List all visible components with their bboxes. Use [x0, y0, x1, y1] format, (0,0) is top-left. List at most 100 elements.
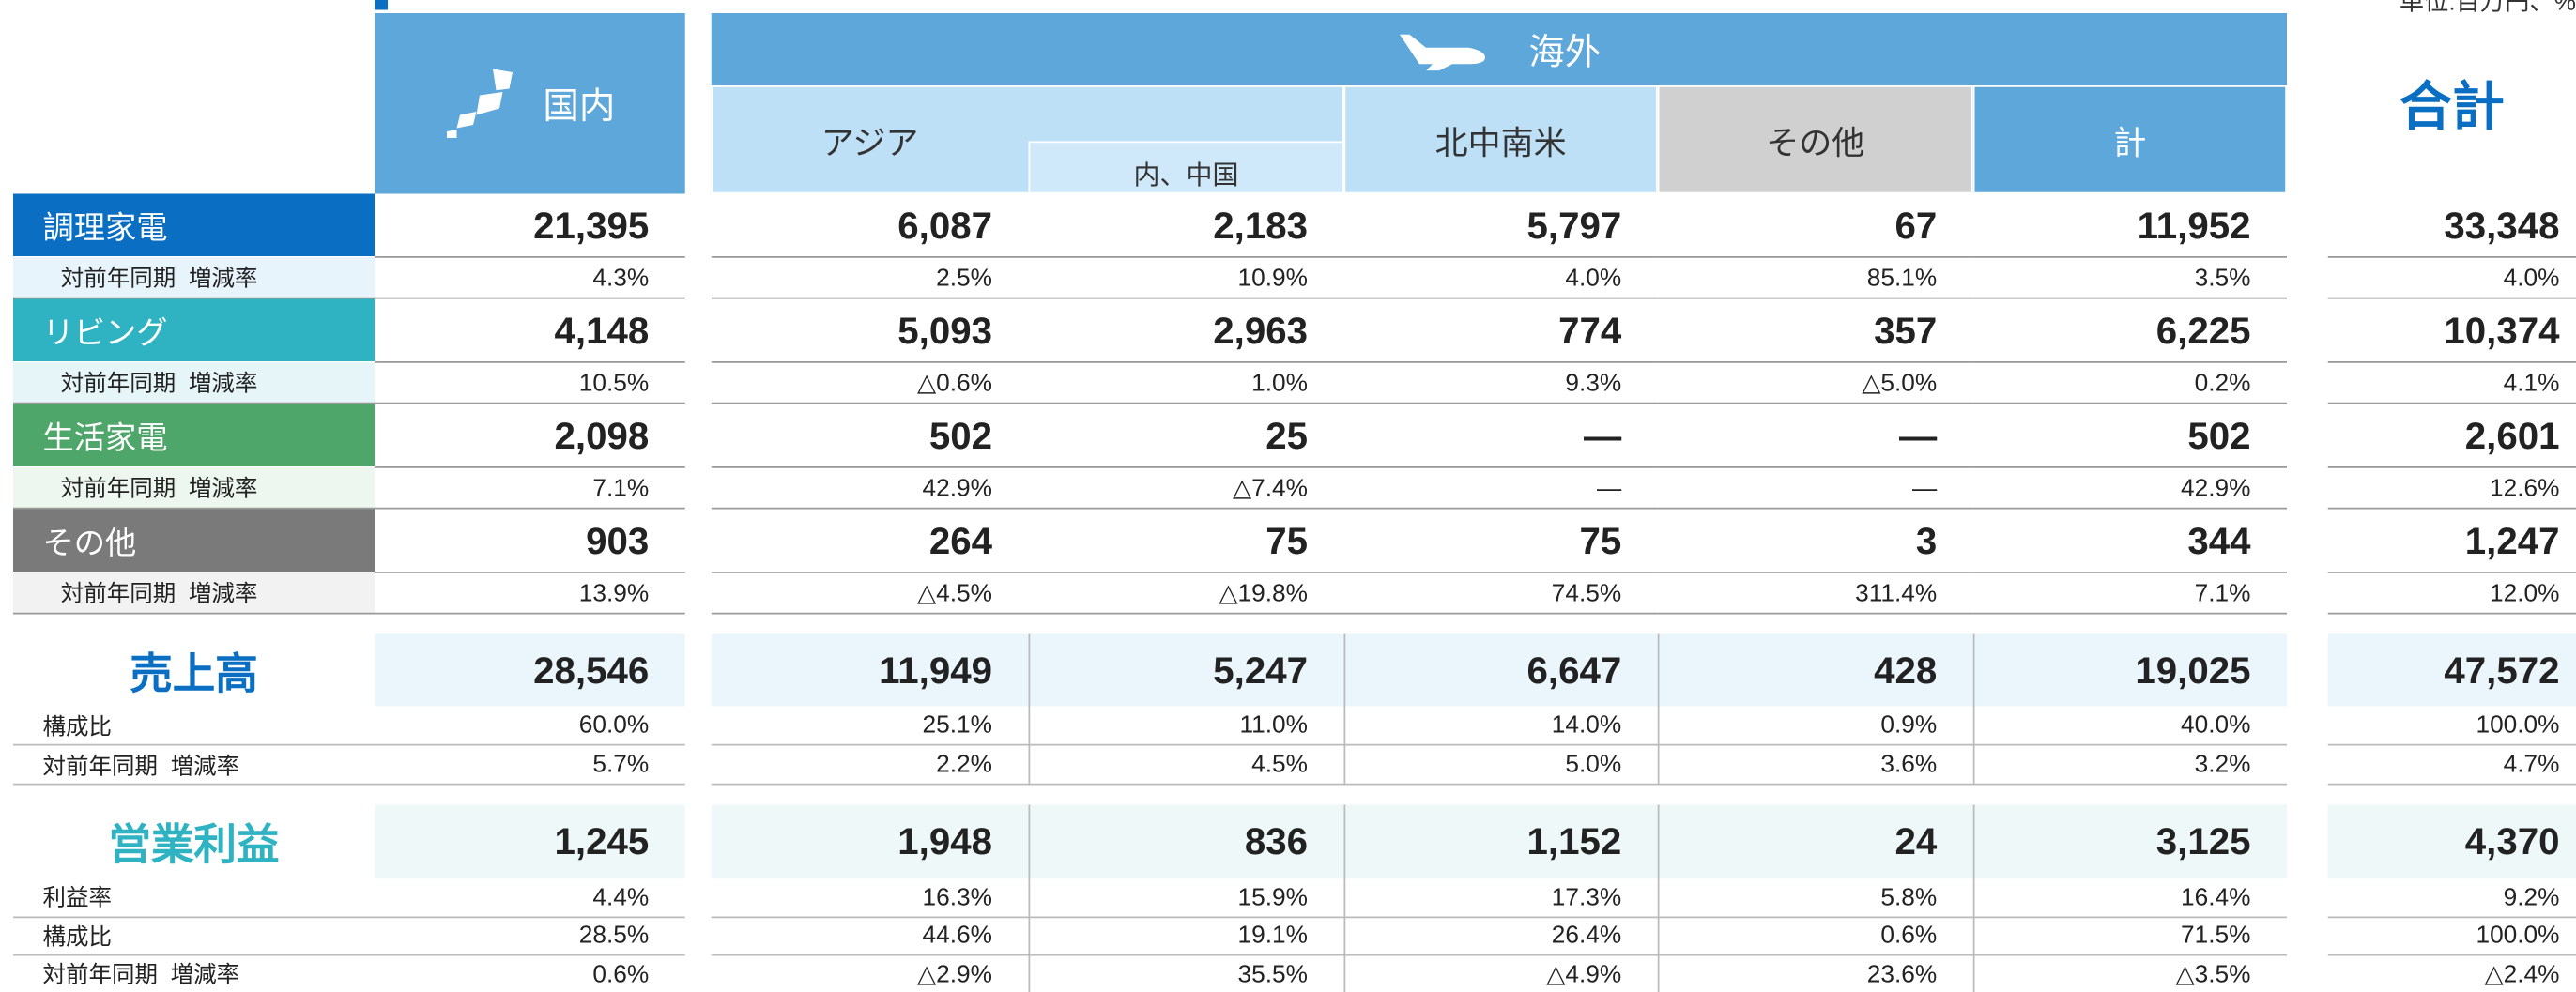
summary-label: 売上高: [130, 648, 258, 697]
summary-row-value: △2.4%: [2328, 956, 2576, 992]
summary-row-value: 100.0%: [2327, 917, 2576, 956]
segment-value: 774: [1343, 299, 1658, 363]
growth-value: 12.0%: [2327, 573, 2576, 615]
summary-label: 営業利益: [108, 819, 280, 869]
segment-value: 2,098: [375, 404, 685, 468]
growth-value: 4.0%: [2327, 258, 2576, 299]
plane-icon: [1400, 34, 1486, 71]
segment-value: 3: [1657, 510, 1973, 573]
summary-value: 24: [1657, 804, 1973, 879]
growth-value: 311.4%: [1657, 573, 1973, 615]
segment-value: 6,087: [711, 194, 1029, 258]
segment-value: 5,797: [1343, 194, 1658, 258]
growth-value: 10.5%: [375, 363, 685, 404]
growth-label: 対前年同期 増減率: [13, 467, 375, 510]
china-header: 内、中国: [1028, 141, 1344, 194]
summary-row-value: 28.5%: [375, 917, 685, 956]
summary-row-value: 40.0%: [1972, 707, 2287, 746]
summary-row-label: 利益率: [13, 878, 375, 918]
summary-row-value: 5.0%: [1343, 746, 1658, 786]
summary-value: 5,247: [1028, 633, 1344, 707]
segment-label: 生活家電: [13, 404, 375, 468]
segment-value: 2,963: [1028, 299, 1344, 363]
summary-row-value: 14.0%: [1343, 707, 1658, 746]
segment-value: 6,225: [1972, 299, 2287, 363]
segment-label: その他: [13, 509, 375, 573]
summary-row-value: 100.0%: [2327, 707, 2576, 746]
summary-row-value: 71.5%: [1972, 917, 2287, 956]
growth-value: —: [1657, 468, 1973, 510]
summary-value: 28,546: [375, 633, 685, 707]
summary-row-value: 16.3%: [711, 878, 1029, 918]
summary-row-value: 5.7%: [375, 746, 685, 786]
summary-row-value: 4.7%: [2327, 746, 2576, 786]
growth-label: 対前年同期 増減率: [13, 572, 375, 615]
summary-value: 836: [1028, 804, 1344, 879]
summary-row-value: 5.8%: [1657, 878, 1973, 918]
summary-row-value: △2.9%: [712, 956, 1029, 992]
summary-value: 1,152: [1343, 804, 1658, 879]
summary-row-value: 15.9%: [1028, 878, 1344, 918]
other-header: その他: [1657, 85, 1973, 194]
summary-value: 19,025: [1972, 633, 2287, 707]
summary-row-label: 構成比: [13, 917, 375, 956]
column-divider: [1343, 633, 1346, 786]
growth-value: 3.5%: [1972, 258, 2287, 299]
segment-value: 2,183: [1028, 194, 1344, 258]
column-divider: [1657, 804, 1660, 992]
summary-row-value: 35.5%: [1029, 956, 1344, 992]
segment-value: 25: [1028, 404, 1344, 468]
summary-row-value: 3.6%: [1657, 746, 1973, 786]
segment-value: 344: [1972, 510, 2287, 573]
americas-header: 北中南米: [1343, 85, 1658, 194]
summary-value: 1,245: [375, 804, 685, 879]
asia-label: アジア: [820, 125, 919, 162]
growth-value: 9.3%: [1343, 363, 1658, 404]
segment-value: 67: [1657, 194, 1973, 258]
segment-value: 502: [711, 404, 1029, 468]
unit-label: 単位:百万円、%: [2399, 0, 2576, 16]
growth-value: —: [1343, 468, 1658, 510]
column-divider: [1972, 804, 1975, 992]
segment-value: 357: [1657, 299, 1973, 363]
growth-value: 42.9%: [711, 468, 1029, 510]
growth-value: 4.1%: [2327, 363, 2576, 404]
segment-value: 264: [711, 510, 1029, 573]
summary-value: 3,125: [1972, 804, 2287, 879]
growth-value: 1.0%: [1028, 363, 1344, 404]
growth-value: 4.3%: [375, 258, 685, 299]
growth-value: 74.5%: [1343, 573, 1658, 615]
growth-value: △7.4%: [1028, 468, 1344, 510]
segment-value: 5,093: [711, 299, 1029, 363]
summary-value: 428: [1657, 633, 1973, 707]
summary-row-value: 19.1%: [1028, 917, 1344, 956]
summary-value: 4,370: [2327, 804, 2576, 879]
domestic-label: 国内: [543, 85, 616, 127]
summary-row-value: 26.4%: [1343, 917, 1658, 956]
summary-row-value: 44.6%: [711, 917, 1029, 956]
segment-label: リビング: [13, 298, 375, 363]
segment-value: 21,395: [375, 194, 685, 258]
total-header: 合計: [2399, 77, 2505, 137]
segment-value: 75: [1343, 510, 1658, 573]
growth-value: △5.0%: [1657, 363, 1973, 404]
overseas-header: 海外: [711, 13, 2287, 85]
summary-row-value: 2.2%: [711, 746, 1029, 786]
column-divider: [1028, 633, 1031, 786]
column-divider: [1028, 804, 1031, 992]
segment-value: 33,348: [2327, 194, 2576, 258]
summary-row-value: 11.0%: [1028, 707, 1344, 746]
summary-value: 6,647: [1343, 633, 1658, 707]
summary-value: 47,572: [2327, 633, 2576, 707]
segment-value: 2,601: [2327, 404, 2576, 468]
summary-row-value: 4.4%: [375, 878, 685, 918]
segment-value: —: [1343, 404, 1658, 468]
growth-value: 10.9%: [1028, 258, 1344, 299]
segment-value: 10,374: [2327, 299, 2576, 363]
growth-value: 12.6%: [2327, 468, 2576, 510]
summary-row-value: 0.9%: [1657, 707, 1973, 746]
segment-value: 502: [1972, 404, 2287, 468]
domestic-header: 国内: [375, 13, 685, 194]
accent-bar: [375, 0, 388, 10]
